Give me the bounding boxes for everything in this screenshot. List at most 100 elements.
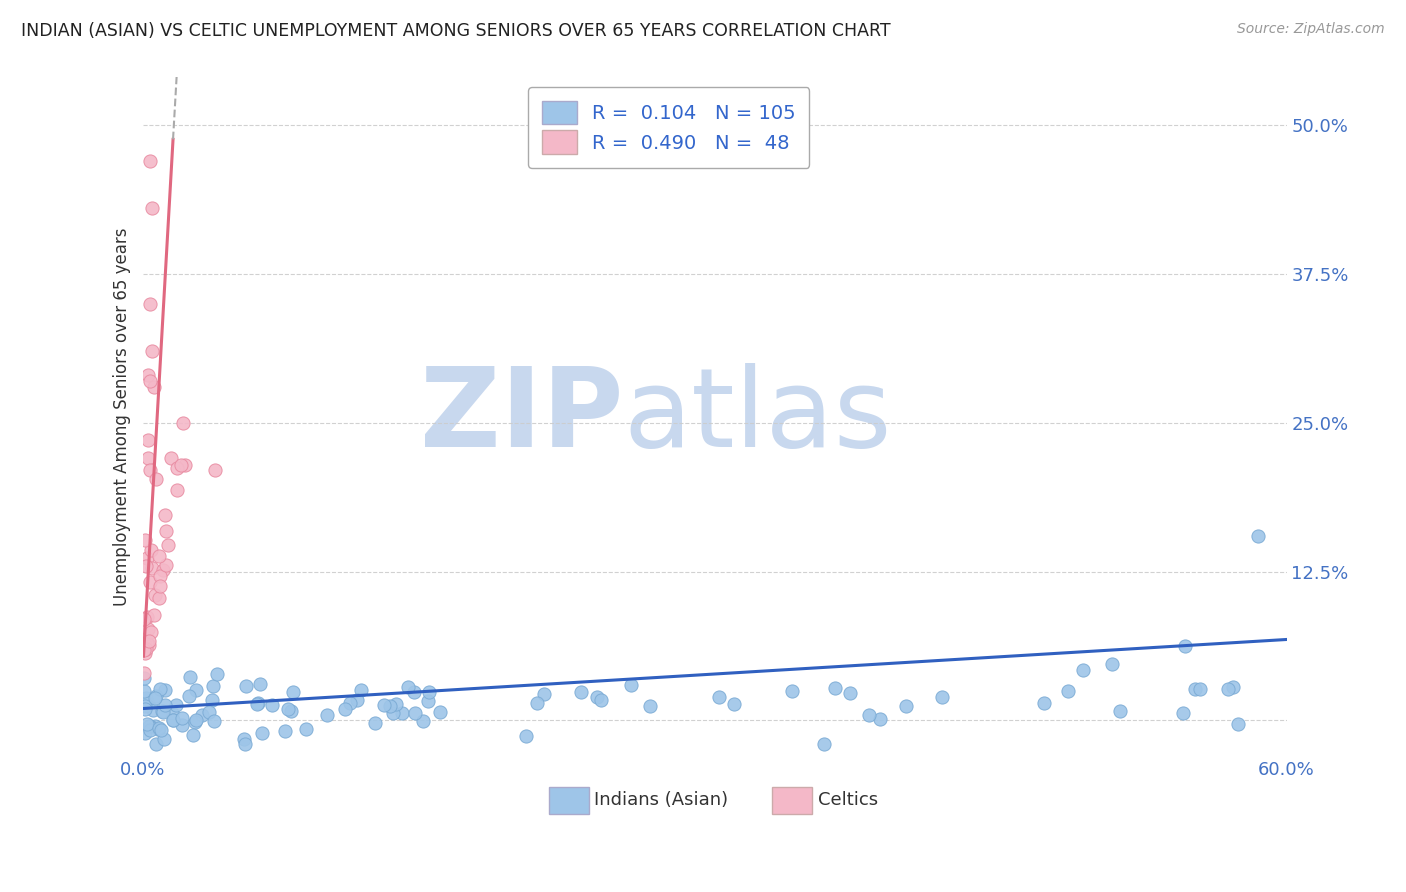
- Point: [1216, 682, 1239, 697]
- Point: [350, 682, 373, 697]
- Point: [134, 699, 156, 714]
- Point: [149, 681, 172, 696]
- Point: [145, 690, 167, 704]
- Point: [364, 716, 387, 731]
- Point: [166, 460, 188, 475]
- Point: [378, 698, 401, 713]
- Point: [179, 690, 201, 704]
- Point: [146, 723, 169, 737]
- Point: [149, 569, 172, 583]
- Point: [139, 719, 162, 733]
- Point: [172, 417, 194, 431]
- Point: [586, 690, 609, 704]
- Point: [134, 726, 156, 740]
- Point: [1184, 681, 1206, 696]
- Point: [141, 344, 163, 359]
- Point: [155, 558, 177, 572]
- Y-axis label: Unemployment Among Seniors over 65 years: Unemployment Among Seniors over 65 years: [114, 227, 131, 606]
- Point: [135, 717, 157, 731]
- Point: [150, 723, 173, 737]
- Point: [249, 677, 271, 691]
- Point: [135, 690, 157, 705]
- Point: [838, 686, 860, 700]
- Point: [391, 706, 413, 720]
- Point: [707, 690, 730, 705]
- Point: [134, 533, 156, 548]
- Point: [638, 699, 661, 714]
- Text: atlas: atlas: [623, 363, 891, 470]
- Point: [246, 698, 269, 712]
- Point: [824, 681, 846, 695]
- Point: [1032, 697, 1054, 711]
- Point: [139, 625, 162, 640]
- Point: [235, 679, 257, 693]
- Point: [170, 458, 193, 472]
- Point: [179, 670, 201, 684]
- Point: [1247, 529, 1270, 543]
- Point: [1222, 680, 1244, 694]
- Point: [141, 561, 163, 575]
- Point: [148, 591, 170, 605]
- Point: [165, 698, 187, 712]
- Point: [204, 463, 226, 477]
- Point: [201, 679, 224, 693]
- Point: [136, 636, 159, 650]
- Point: [247, 696, 270, 710]
- Point: [250, 725, 273, 739]
- Legend: R =  0.104   N = 105, R =  0.490   N =  48: R = 0.104 N = 105, R = 0.490 N = 48: [529, 87, 810, 168]
- Text: Indians (Asian): Indians (Asian): [595, 791, 728, 809]
- Point: [402, 685, 425, 699]
- Point: [136, 368, 159, 383]
- Point: [418, 694, 440, 708]
- Point: [142, 607, 165, 622]
- Text: ZIP: ZIP: [419, 363, 623, 470]
- Point: [134, 612, 156, 626]
- Point: [181, 728, 204, 742]
- Point: [134, 666, 156, 681]
- Point: [160, 706, 183, 720]
- Point: [277, 702, 299, 716]
- Point: [1226, 717, 1249, 731]
- Point: [153, 732, 176, 747]
- Point: [134, 628, 156, 642]
- Point: [150, 704, 173, 718]
- Point: [134, 646, 156, 660]
- Point: [136, 433, 159, 447]
- Point: [1071, 664, 1094, 678]
- Point: [1101, 657, 1123, 672]
- Point: [333, 702, 356, 716]
- Point: [152, 563, 174, 577]
- Point: [135, 642, 157, 657]
- Point: [142, 703, 165, 717]
- Point: [135, 550, 157, 565]
- Point: [382, 706, 405, 720]
- Point: [339, 696, 361, 710]
- Point: [143, 380, 166, 394]
- Point: [155, 682, 177, 697]
- Point: [170, 718, 193, 732]
- Point: [148, 722, 170, 736]
- Point: [281, 684, 304, 698]
- Point: [152, 706, 174, 720]
- Point: [135, 610, 157, 624]
- Point: [515, 730, 537, 744]
- Point: [526, 696, 548, 710]
- Point: [170, 711, 193, 725]
- Point: [149, 578, 172, 592]
- Point: [139, 575, 162, 590]
- Point: [184, 715, 207, 730]
- Point: [153, 698, 176, 713]
- Point: [139, 463, 162, 477]
- Point: [145, 472, 167, 486]
- Point: [569, 685, 592, 699]
- Point: [138, 719, 160, 733]
- Point: [141, 543, 163, 558]
- Point: [396, 680, 419, 694]
- Point: [233, 737, 256, 751]
- Point: [184, 682, 207, 697]
- Point: [160, 451, 183, 466]
- Point: [197, 705, 219, 719]
- Point: [134, 643, 156, 657]
- Point: [139, 296, 162, 310]
- Point: [405, 706, 427, 720]
